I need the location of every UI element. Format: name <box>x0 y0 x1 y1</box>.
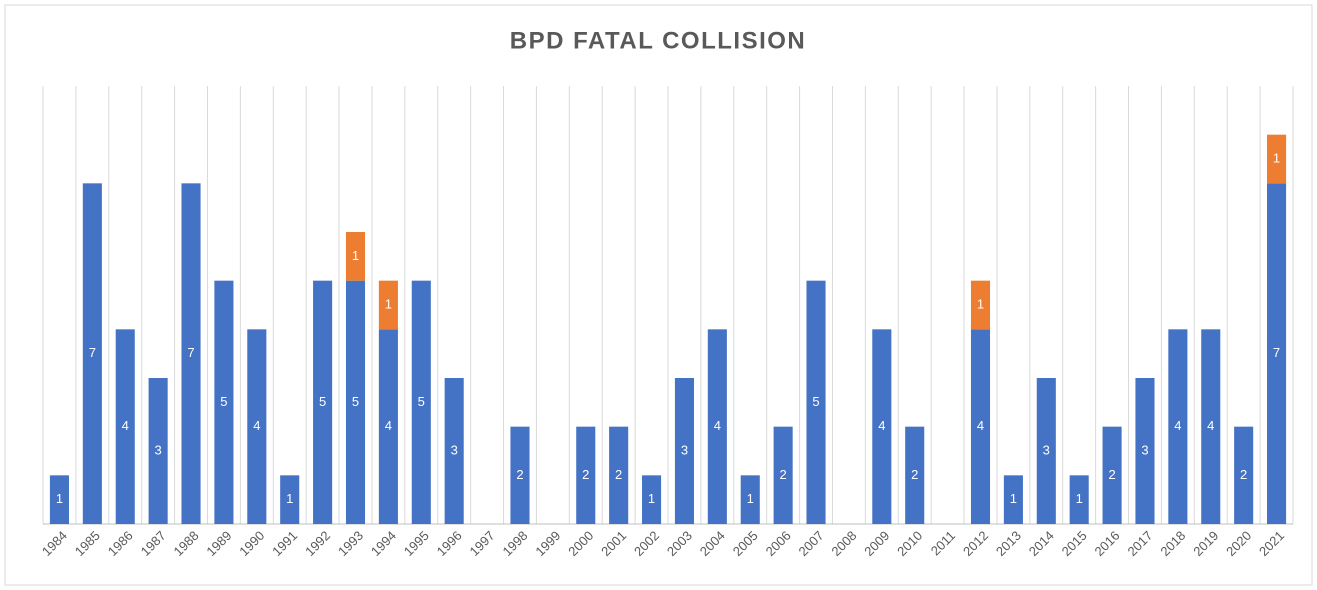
bar <box>1267 183 1287 525</box>
value-label: 4 <box>122 418 129 433</box>
bar <box>411 280 431 524</box>
bar <box>707 329 727 524</box>
bar <box>247 329 267 524</box>
bar <box>576 426 596 524</box>
value-label: 4 <box>385 418 392 433</box>
value-label: 1 <box>352 248 359 263</box>
chart-title: BPD FATAL COLLISION <box>510 27 807 54</box>
value-label: 7 <box>1273 345 1280 360</box>
value-label: 3 <box>681 442 688 457</box>
bar <box>510 426 530 524</box>
bar <box>1201 329 1221 524</box>
bar <box>280 475 300 524</box>
value-label: 4 <box>1174 418 1181 433</box>
value-label: 2 <box>780 467 787 482</box>
bar <box>181 183 201 525</box>
value-label: 2 <box>582 467 589 482</box>
bar <box>378 329 398 524</box>
bar <box>1102 426 1122 524</box>
value-label: 2 <box>516 467 523 482</box>
value-label: 5 <box>319 394 326 409</box>
bar <box>1234 426 1254 524</box>
value-label: 5 <box>352 394 359 409</box>
bar <box>49 475 69 524</box>
value-label: 3 <box>155 442 162 457</box>
value-label: 5 <box>418 394 425 409</box>
bar <box>214 280 234 524</box>
bar <box>1267 134 1287 184</box>
bar <box>115 329 135 524</box>
bar <box>970 280 991 330</box>
bar <box>1069 475 1089 524</box>
value-label: 2 <box>911 467 918 482</box>
bar <box>609 426 629 524</box>
bar <box>313 280 333 524</box>
value-label: 5 <box>812 394 819 409</box>
bar <box>905 426 925 524</box>
value-label: 1 <box>385 296 392 311</box>
value-label: 1 <box>1010 491 1017 506</box>
bar <box>806 280 826 524</box>
value-label: 1 <box>286 491 293 506</box>
value-label: 4 <box>253 418 260 433</box>
value-label: 1 <box>56 491 63 506</box>
value-label: 7 <box>187 345 194 360</box>
value-label: 1 <box>648 491 655 506</box>
value-label: 5 <box>220 394 227 409</box>
bar <box>773 426 793 524</box>
bar <box>378 280 398 330</box>
value-label: 2 <box>1240 467 1247 482</box>
bar <box>1036 378 1056 524</box>
bar <box>82 183 102 525</box>
bar <box>740 475 760 524</box>
bar <box>1168 329 1188 524</box>
bar <box>872 329 892 524</box>
value-label: 4 <box>977 418 984 433</box>
bar <box>970 329 991 524</box>
bar <box>1003 475 1023 524</box>
value-label: 3 <box>1141 442 1148 457</box>
bar <box>674 378 694 524</box>
value-label: 3 <box>1043 442 1050 457</box>
value-label: 1 <box>1076 491 1083 506</box>
value-label: 1 <box>747 491 754 506</box>
value-label: 3 <box>451 442 458 457</box>
bar <box>345 280 366 524</box>
bar <box>148 378 168 524</box>
value-label: 4 <box>878 418 885 433</box>
value-label: 4 <box>714 418 721 433</box>
value-label: 7 <box>89 345 96 360</box>
value-label: 2 <box>1108 467 1115 482</box>
value-label: 1 <box>1273 150 1280 165</box>
bar <box>1135 378 1155 524</box>
bar <box>444 378 464 524</box>
bar <box>642 475 662 524</box>
value-label: 4 <box>1207 418 1214 433</box>
value-label: 2 <box>615 467 622 482</box>
bar <box>345 232 366 281</box>
value-label: 1 <box>977 296 984 311</box>
